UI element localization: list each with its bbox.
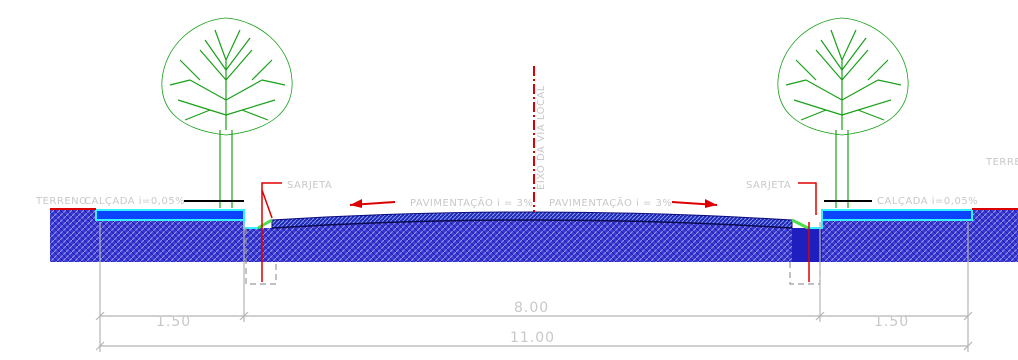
dim-roadway: 8.00	[514, 300, 549, 316]
right-sidewalk	[791, 209, 973, 230]
dim-total: 11.00	[510, 330, 555, 346]
calcada-left-label: CALÇADA i=0,05%	[84, 196, 185, 207]
pav-right-label: PAVIMENTAÇÃO i = 3%	[549, 196, 672, 209]
leader-lines	[261, 182, 817, 282]
pav-left-label: PAVIMENTAÇÃO i = 3%	[410, 196, 533, 209]
slope-arrow-right	[671, 199, 718, 208]
slope-arrow-left	[349, 199, 396, 208]
terreno-right-label: TERRE	[985, 157, 1018, 168]
tree-left	[161, 17, 293, 208]
dim-right-sidewalk: 1.50	[874, 314, 909, 330]
dimension-lines	[95, 222, 973, 352]
calcada-right-label: CALÇADA i=0,05%	[877, 196, 978, 207]
tree-right	[777, 17, 909, 208]
sarjeta-left-label: SARJETA	[287, 180, 332, 191]
ground-hatch	[50, 210, 1018, 262]
terreno-left-label: TERRENO	[35, 196, 88, 207]
right-gutter-block	[792, 228, 822, 262]
dim-left-sidewalk: 1.50	[156, 314, 191, 330]
axis-label: EIXO DA VIA LOCAL	[536, 85, 547, 190]
sarjeta-right-label: SARJETA	[746, 180, 791, 191]
